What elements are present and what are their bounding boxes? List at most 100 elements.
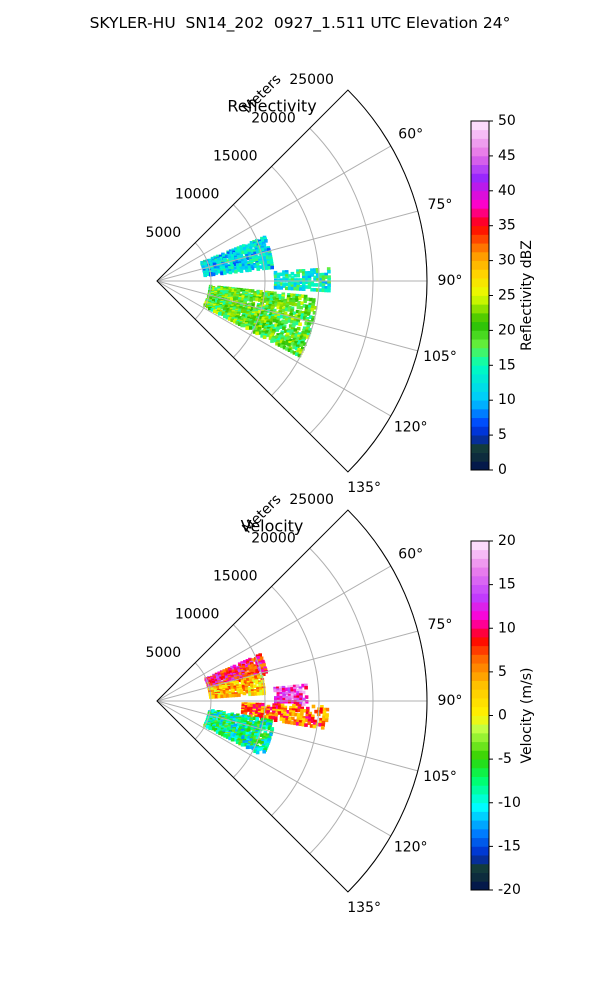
echo-cell bbox=[304, 309, 309, 313]
echo-cell bbox=[290, 342, 295, 346]
echo-cell bbox=[292, 706, 296, 710]
echo-cell bbox=[234, 676, 238, 681]
echo-cell bbox=[258, 331, 263, 335]
echo-cell bbox=[280, 330, 285, 334]
echo-cell bbox=[297, 353, 302, 358]
echo-cell bbox=[228, 693, 233, 698]
colorbar-swatch bbox=[471, 243, 489, 253]
echo-cell bbox=[222, 290, 226, 295]
echo-cell bbox=[306, 324, 310, 329]
echo-cell bbox=[303, 299, 307, 304]
echo-cell bbox=[301, 720, 306, 725]
echo-cell bbox=[246, 248, 251, 253]
echo-cell bbox=[274, 313, 279, 317]
echo-cell bbox=[214, 694, 219, 699]
echo-cell bbox=[276, 305, 281, 310]
echo-cell bbox=[228, 720, 233, 725]
colorbar-swatch bbox=[471, 138, 489, 148]
echo-cell bbox=[299, 335, 304, 340]
echo-cell bbox=[307, 280, 312, 285]
echo-cell bbox=[279, 688, 283, 692]
echo-cell bbox=[320, 726, 325, 730]
echo-cell bbox=[213, 309, 217, 313]
echo-cell bbox=[327, 278, 331, 282]
echo-cell bbox=[225, 675, 229, 680]
echo-cell bbox=[203, 273, 208, 278]
echo-cell bbox=[250, 266, 255, 271]
echo-cell bbox=[285, 282, 289, 286]
echo-cell bbox=[212, 681, 216, 685]
echo-cell bbox=[278, 336, 282, 340]
colorbar-swatch bbox=[471, 225, 489, 235]
echo-cell bbox=[219, 720, 224, 724]
echo-cell bbox=[264, 317, 268, 322]
echo-cell bbox=[209, 723, 214, 727]
echo-region-0 bbox=[200, 235, 274, 278]
echo-cell bbox=[214, 260, 219, 264]
echo-cell bbox=[261, 292, 266, 296]
echo-cell bbox=[321, 285, 326, 290]
echo-cell bbox=[304, 329, 309, 334]
echo-cell bbox=[290, 691, 295, 695]
echo-cell bbox=[255, 716, 259, 721]
echo-cell bbox=[251, 320, 255, 324]
echo-cell bbox=[296, 715, 301, 719]
echo-cell bbox=[221, 312, 225, 316]
echo-cell bbox=[291, 708, 296, 712]
echo-field bbox=[203, 653, 330, 755]
echo-cell bbox=[224, 254, 229, 259]
echo-cell bbox=[270, 291, 274, 295]
echo-cell bbox=[284, 320, 288, 324]
echo-cell bbox=[282, 315, 287, 320]
echo-cell bbox=[235, 735, 239, 739]
echo-cell bbox=[250, 684, 254, 689]
colorbar-swatch bbox=[471, 339, 489, 349]
echo-cell bbox=[305, 716, 309, 720]
echo-cell bbox=[250, 244, 255, 248]
echo-cell bbox=[222, 302, 226, 307]
echo-cell bbox=[294, 341, 298, 345]
echo-cell bbox=[298, 312, 302, 317]
echo-cell bbox=[225, 677, 230, 682]
echo-cell bbox=[256, 267, 261, 271]
echo-cell bbox=[274, 699, 278, 704]
echo-cell bbox=[263, 740, 267, 744]
echo-cell bbox=[277, 709, 282, 713]
echo-cell bbox=[218, 312, 222, 316]
echo-cell bbox=[237, 669, 242, 674]
echo-cell bbox=[287, 685, 291, 689]
echo-cell bbox=[296, 719, 300, 724]
echo-cell bbox=[307, 330, 312, 335]
colorbar-swatch bbox=[471, 365, 489, 375]
echo-cell bbox=[253, 251, 257, 256]
echo-cell bbox=[306, 706, 310, 711]
echo-cell bbox=[239, 303, 244, 307]
echo-cell bbox=[296, 702, 300, 706]
echo-cell bbox=[292, 293, 297, 298]
echo-cell bbox=[274, 282, 278, 286]
echo-cell bbox=[245, 689, 249, 694]
echo-cell bbox=[298, 269, 303, 273]
echo-cell bbox=[290, 308, 294, 313]
echo-cell bbox=[287, 274, 292, 278]
echo-cell bbox=[287, 689, 292, 694]
echo-cell bbox=[222, 675, 226, 680]
echo-cell bbox=[239, 255, 244, 259]
echo-cell bbox=[249, 669, 253, 673]
echo-cell bbox=[249, 704, 254, 708]
echo-cell bbox=[250, 306, 254, 310]
colorbar-swatch bbox=[471, 567, 489, 577]
echo-cell bbox=[282, 699, 286, 704]
echo-cell bbox=[220, 691, 224, 696]
echo-cell bbox=[213, 728, 218, 732]
echo-cell bbox=[241, 250, 245, 255]
colorbar-swatch bbox=[471, 584, 489, 594]
echo-cell bbox=[244, 705, 248, 709]
echo-cell bbox=[285, 695, 289, 700]
colorbar-swatch bbox=[471, 356, 489, 366]
echo-cell bbox=[282, 717, 286, 722]
echo-cell bbox=[291, 300, 296, 304]
echo-cell bbox=[253, 726, 257, 730]
colorbar-tick-label: 5 bbox=[498, 664, 507, 680]
echo-cell bbox=[307, 309, 311, 314]
